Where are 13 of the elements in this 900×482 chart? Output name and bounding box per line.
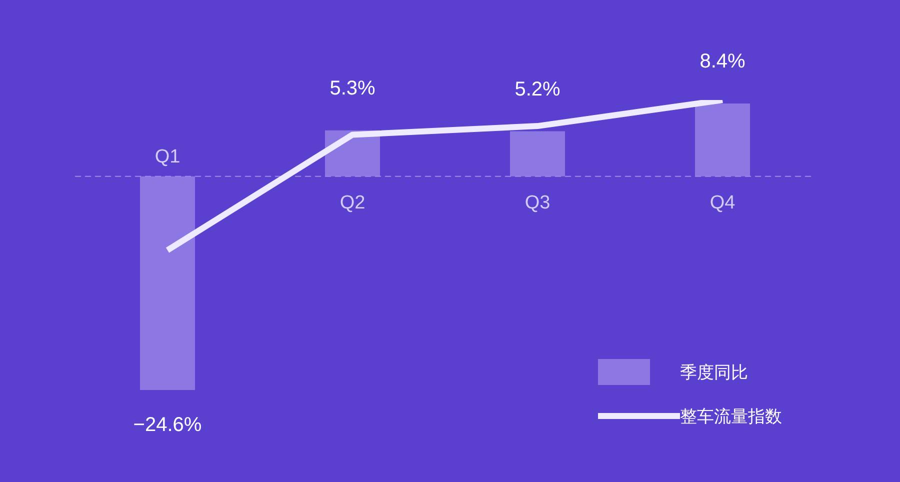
bar [140, 176, 195, 390]
data-label: −24.6% [133, 414, 202, 436]
x-tick-label: Q4 [710, 192, 736, 214]
data-label: 5.2% [514, 78, 561, 100]
x-tick-label: Q3 [524, 192, 550, 214]
data-label: 8.4% [700, 50, 746, 72]
bar [695, 103, 750, 176]
legend-label: 季度同比 [680, 362, 748, 384]
x-tick-label: Q1 [154, 146, 180, 168]
bar [510, 131, 565, 176]
x-tick-label: Q2 [340, 192, 366, 214]
legend-label: 整车流量指数 [680, 406, 782, 428]
data-label: 5.3% [330, 77, 376, 100]
